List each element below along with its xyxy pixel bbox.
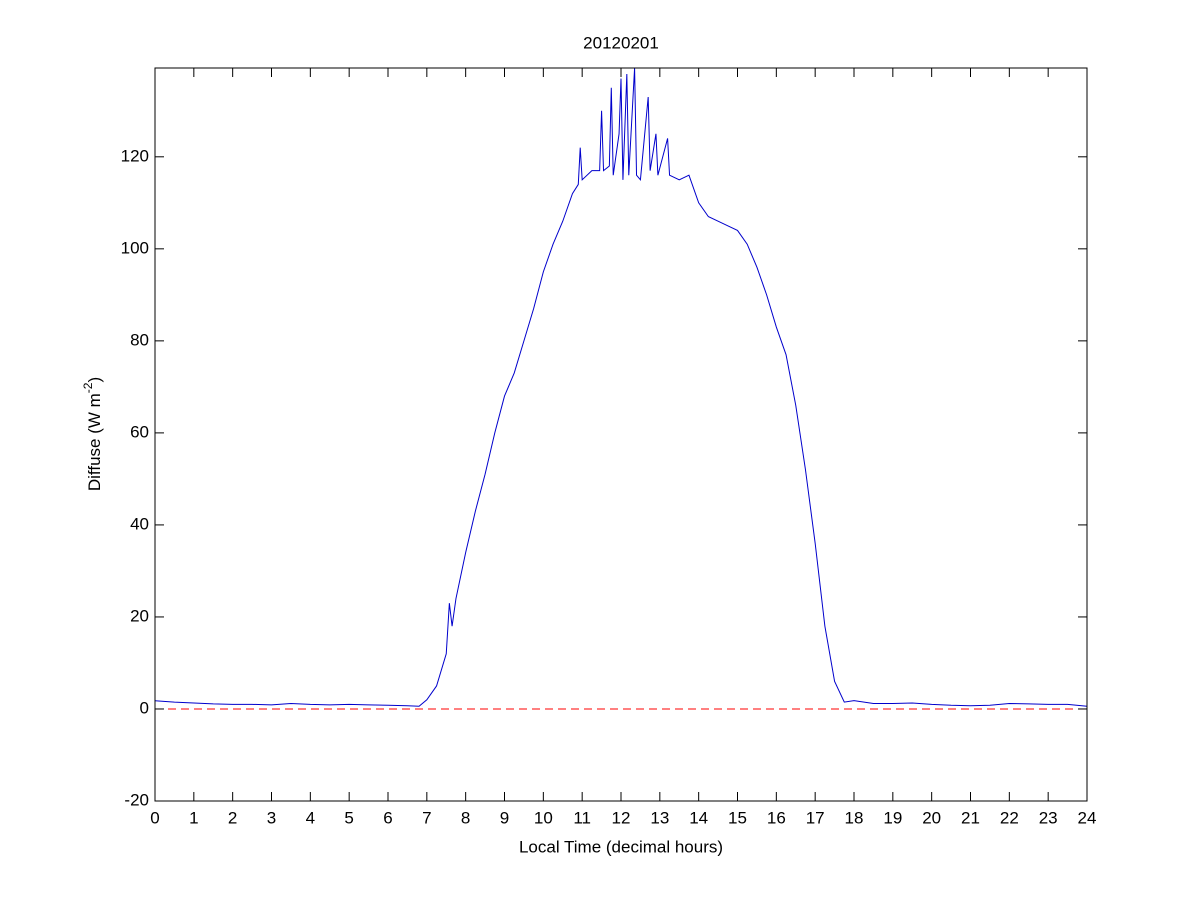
x-tick-label: 3 — [267, 808, 276, 827]
x-tick-label: 4 — [306, 808, 315, 827]
x-tick-label: 18 — [845, 808, 864, 827]
x-tick-label: 7 — [422, 808, 431, 827]
x-tick-label: 17 — [806, 808, 825, 827]
x-tick-label: 20 — [922, 808, 941, 827]
x-tick-label: 8 — [461, 808, 470, 827]
x-tick-label: 21 — [961, 808, 980, 827]
x-tick-label: 15 — [728, 808, 747, 827]
y-axis-label: Diffuse (W m-2) — [81, 377, 104, 491]
x-tick-label: 16 — [767, 808, 786, 827]
y-tick-label: 20 — [130, 606, 149, 625]
x-tick-label: 10 — [534, 808, 553, 827]
y-label-superscript: -2 — [81, 382, 95, 393]
x-tick-label: 11 — [573, 808, 591, 827]
x-tick-label: 14 — [689, 808, 708, 827]
y-tick-label: 120 — [121, 146, 149, 165]
x-tick-label: 23 — [1039, 808, 1058, 827]
y-tick-label: 60 — [130, 422, 149, 441]
y-tick-label: 40 — [130, 514, 149, 533]
x-tick-label: 1 — [189, 808, 198, 827]
x-tick-label: 0 — [150, 808, 159, 827]
y-tick-label: 100 — [121, 238, 149, 257]
x-tick-label: 5 — [344, 808, 353, 827]
x-tick-label: 19 — [883, 808, 902, 827]
x-tick-label: 24 — [1078, 808, 1097, 827]
y-label-suffix: ) — [85, 377, 104, 383]
x-tick-label: 22 — [1000, 808, 1019, 827]
data-line — [154, 67, 1088, 707]
y-label-text: Diffuse (W m — [85, 393, 104, 491]
x-tick-label: 9 — [500, 808, 509, 827]
x-tick-label: 12 — [612, 808, 631, 827]
x-tick-label: 2 — [228, 808, 237, 827]
x-axis-label: Local Time (decimal hours) — [519, 837, 723, 856]
chart-title: 20120201 — [583, 33, 659, 52]
x-tick-label: 13 — [650, 808, 669, 827]
x-tick-label: 6 — [383, 808, 392, 827]
y-tick-label: 0 — [140, 698, 149, 717]
y-tick-label: 80 — [130, 330, 149, 349]
y-tick-label: -20 — [124, 790, 149, 809]
